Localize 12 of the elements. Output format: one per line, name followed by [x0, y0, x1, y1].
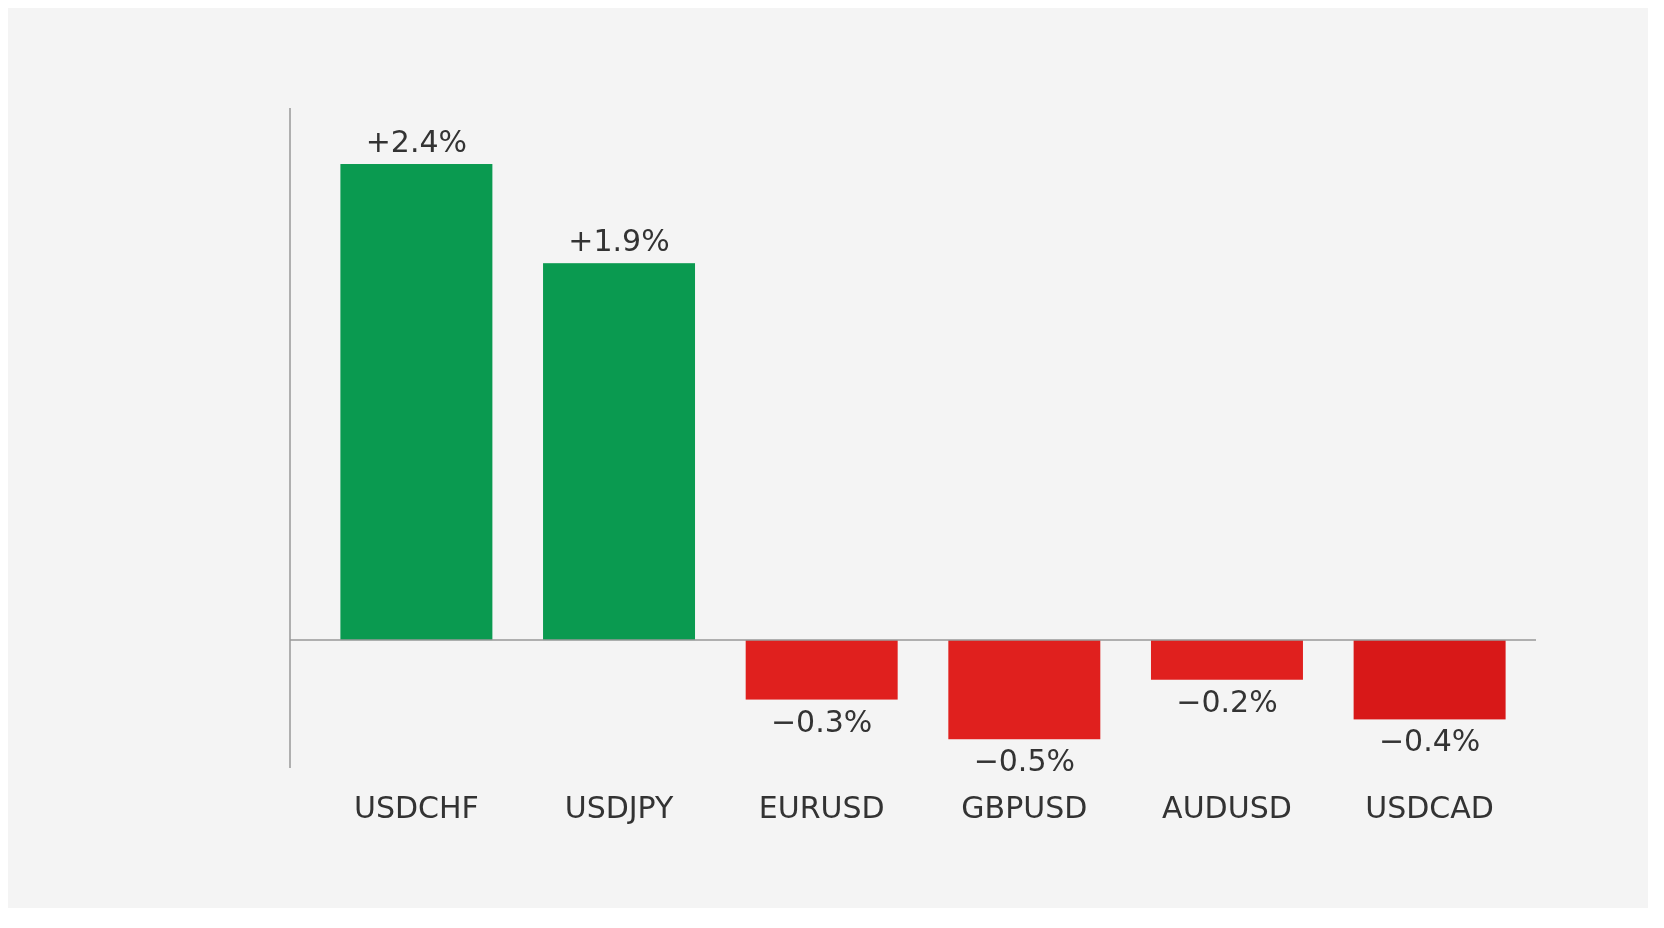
x-tick-label: AUDUSD [1162, 790, 1292, 825]
data-label: −0.2% [1176, 683, 1278, 719]
x-tick-label: USDJPY [564, 790, 675, 825]
data-label: +1.9% [568, 223, 670, 259]
x-tick-label: USDCHF [353, 790, 479, 825]
x-tick-label: EURUSD [758, 790, 885, 825]
data-label: −0.4% [1378, 723, 1481, 759]
x-tick-label: GBPUSD [961, 790, 1088, 825]
x-tick-label: USDCAD [1365, 790, 1494, 825]
data-label: −0.3% [771, 703, 873, 739]
data-label: −0.5% [973, 743, 1075, 779]
data-label: +2.4% [365, 124, 468, 160]
